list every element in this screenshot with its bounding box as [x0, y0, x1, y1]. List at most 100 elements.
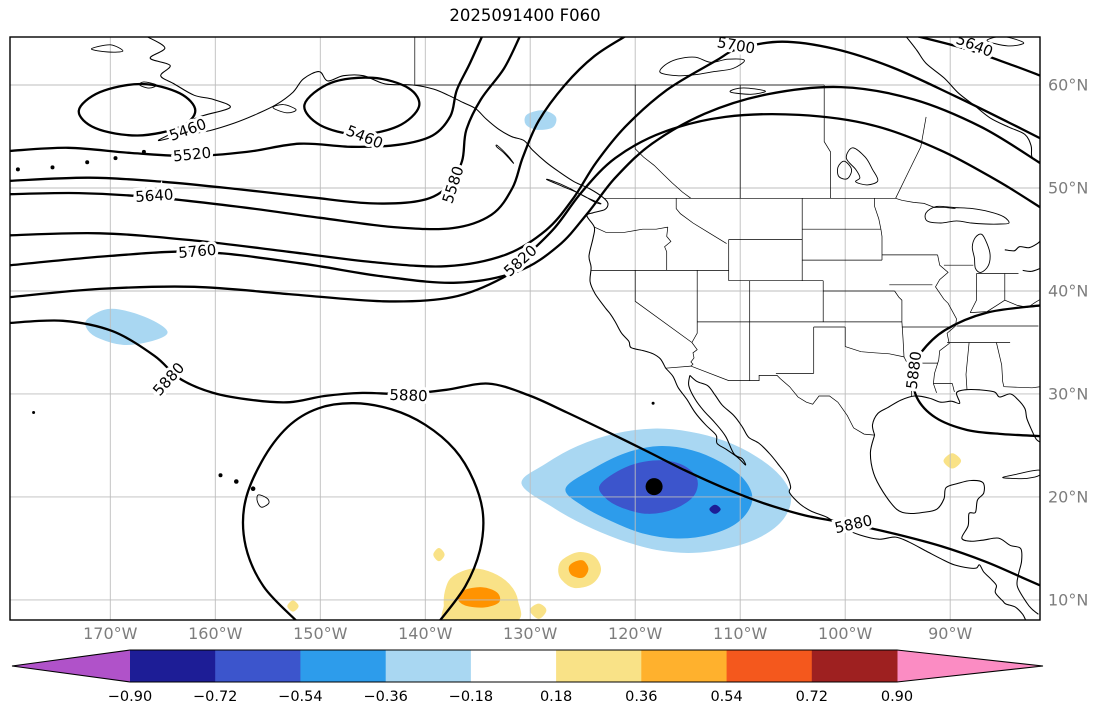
anomaly-region — [568, 560, 589, 579]
x-tick-label: 110°W — [713, 624, 768, 643]
colorbar-tick-label: −0.36 — [363, 689, 407, 705]
political-border — [665, 365, 875, 436]
contour-label: 5640 — [135, 185, 174, 206]
anomaly-region — [529, 603, 547, 619]
colorbar-segment — [470, 650, 557, 682]
colorbar-tick-label: −0.90 — [108, 689, 152, 705]
colorbar-segment — [130, 650, 216, 682]
political-border — [895, 116, 927, 199]
island-or-lake-outline — [256, 494, 270, 508]
political-border — [996, 342, 1005, 387]
colorbar-tick-label: −0.54 — [278, 689, 322, 705]
contour-label: 5580 — [439, 164, 468, 206]
island-or-lake-outline — [495, 144, 515, 164]
coastline — [1004, 240, 1040, 252]
island-or-lake-outline — [1002, 469, 1040, 480]
colorbar-segment — [300, 650, 387, 682]
anomaly-region — [85, 308, 168, 345]
political-border — [691, 270, 698, 343]
y-tick-label: 50°N — [1048, 179, 1088, 198]
political-border — [970, 299, 1040, 313]
contour-label: 5880 — [903, 350, 926, 390]
island-or-lake-outline — [924, 205, 1010, 225]
coastline — [665, 367, 747, 466]
x-tick-label: 130°W — [503, 624, 558, 643]
political-border — [634, 270, 693, 343]
x-tick-label: 120°W — [608, 624, 663, 643]
x-tick-label: 160°W — [188, 624, 243, 643]
island-or-lake-outline — [836, 160, 853, 180]
contour-5520 — [10, 37, 484, 158]
colorbar-tick-labels: −0.90 −0.72 −0.54 −0.36 −0.18 0.18 0.36 0.54 0.7… — [108, 689, 913, 705]
colorbar-tick-label: 0.36 — [625, 689, 657, 705]
x-tick-label: 140°W — [398, 624, 453, 643]
contour-label: 5760 — [178, 241, 218, 262]
political-border — [933, 383, 955, 392]
political-border — [690, 342, 698, 367]
x-tick-label: 150°W — [293, 624, 348, 643]
political-border — [933, 325, 956, 394]
anomaly-center-marker — [645, 478, 663, 496]
political-border — [901, 321, 908, 364]
colorbar-tick-label: −0.72 — [193, 689, 237, 705]
contour-label: 5880 — [833, 511, 874, 537]
x-tick-label: 100°W — [818, 624, 873, 643]
colorbar-segment — [556, 650, 642, 682]
anomaly-shading — [85, 110, 962, 620]
small-island — [32, 411, 36, 414]
y-tick-label: 20°N — [1048, 487, 1088, 506]
contour-5820 — [10, 113, 1040, 303]
small-island — [250, 486, 256, 492]
small-island — [651, 401, 655, 405]
colorbar-segment — [385, 650, 472, 682]
coastline — [869, 434, 1039, 615]
contour-label: 5640 — [954, 30, 996, 61]
colorbar-outline — [11, 649, 1044, 683]
contour-5880 — [241, 402, 485, 620]
political-border — [634, 85, 692, 199]
island-or-lake-outline — [845, 147, 879, 186]
political-border — [664, 227, 672, 271]
political-border — [874, 198, 882, 230]
colorbar-tick-label: 0.90 — [881, 689, 913, 705]
contour-label: 5460 — [167, 115, 209, 145]
chart-title: 2025091400 F060 — [449, 6, 601, 25]
small-island — [50, 165, 55, 170]
map-frame — [9, 36, 1041, 621]
political-border — [594, 226, 668, 233]
contour-5580 — [10, 37, 521, 205]
small-island — [218, 473, 223, 478]
contour-5880 — [10, 319, 1040, 587]
contour-5700 — [10, 40, 1040, 268]
political-border — [880, 229, 883, 261]
anomaly-region — [433, 547, 445, 562]
anomaly-region — [287, 600, 299, 612]
coastline — [871, 388, 1040, 443]
contour-5640 — [917, 37, 1040, 77]
axis-labels: 170°W 160°W 150°W 140°W 130°W 120°W 110°W 100°W… — [83, 76, 1088, 644]
political-border — [895, 197, 956, 209]
political-border — [1003, 386, 1040, 389]
coastline — [1022, 267, 1040, 272]
island-or-lake-outline — [272, 104, 297, 114]
political-border — [935, 254, 957, 327]
contour-5460 — [77, 82, 197, 137]
colorbar-tick-label: −0.18 — [449, 689, 493, 705]
contour-lines — [10, 37, 1040, 620]
island-or-lake-outline — [659, 56, 745, 77]
y-tick-label: 60°N — [1048, 76, 1088, 95]
contour-5880 — [912, 304, 1040, 438]
small-island — [85, 160, 90, 165]
colorbar-tick-label: 0.54 — [710, 689, 742, 705]
anomaly-region — [524, 110, 557, 130]
colorbar-under-arrow — [12, 650, 130, 682]
political-border — [906, 362, 912, 396]
small-island — [15, 167, 20, 172]
island-or-lake-outline — [971, 233, 991, 273]
island-or-lake-outline — [90, 44, 124, 53]
political-border — [965, 342, 970, 390]
y-tick-label: 40°N — [1048, 282, 1088, 301]
